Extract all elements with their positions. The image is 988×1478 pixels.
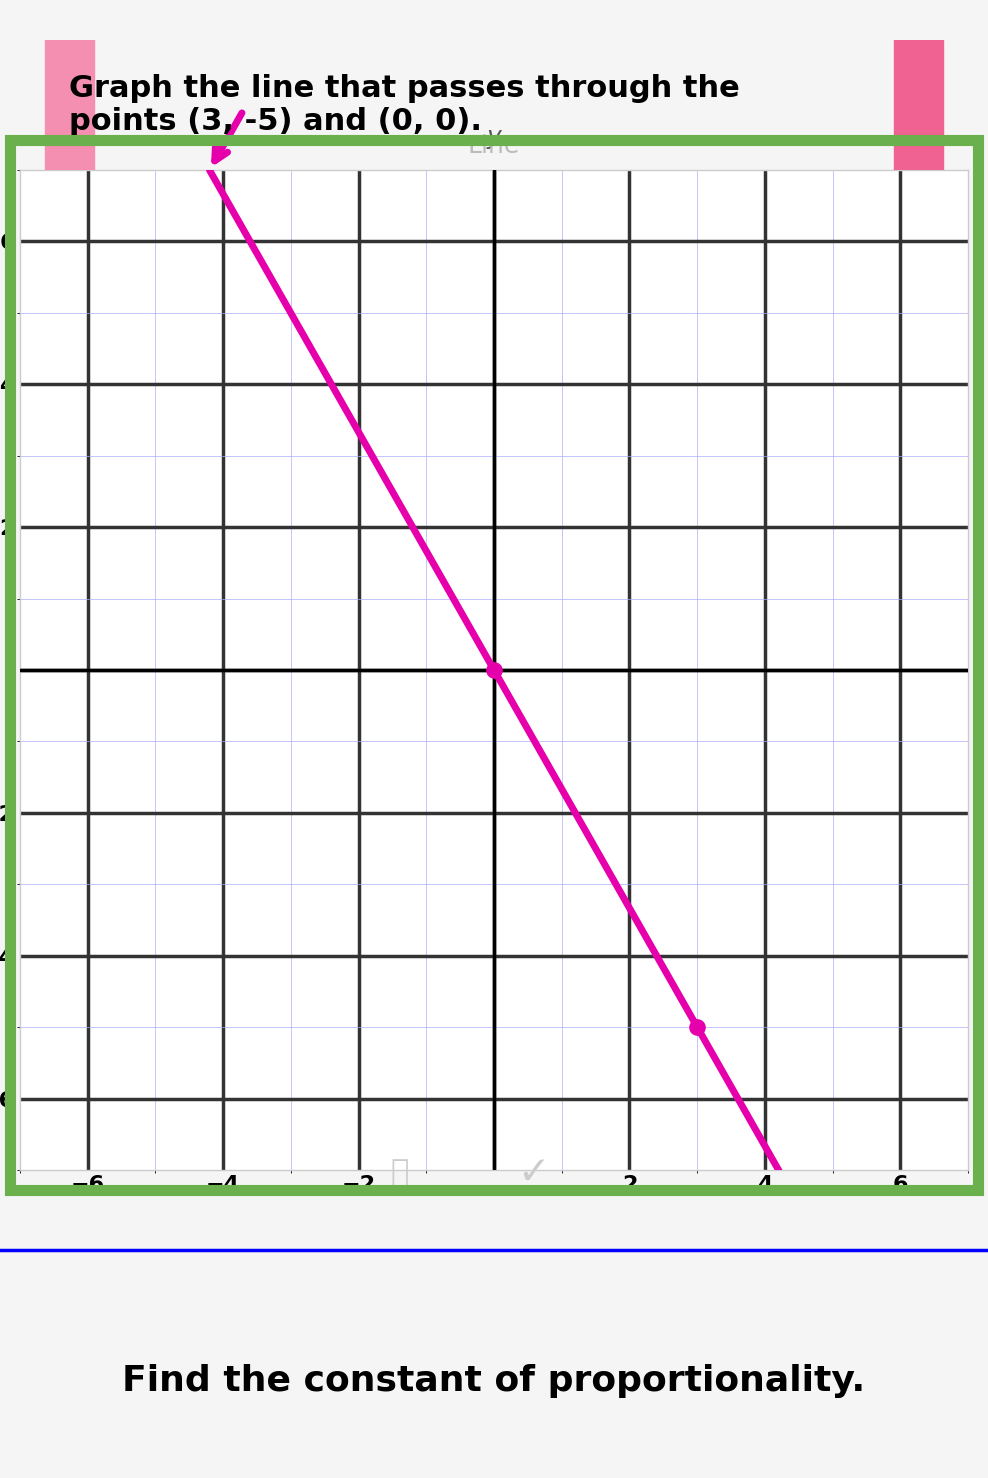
Bar <box>894 40 944 170</box>
Text: Find the constant of proportionality.: Find the constant of proportionality. <box>123 1364 865 1398</box>
Text: Graph the line that passes through the
points (3, -5) and (0, 0).: Graph the line that passes through the p… <box>69 74 740 136</box>
Title: Line: Line <box>468 134 520 158</box>
Bar <box>44 40 94 170</box>
Point <box>486 658 502 681</box>
Point <box>690 1015 705 1039</box>
Text: 🗑: 🗑 <box>390 1157 408 1187</box>
Text: ✓: ✓ <box>517 1153 550 1191</box>
Text: y: y <box>487 124 501 149</box>
